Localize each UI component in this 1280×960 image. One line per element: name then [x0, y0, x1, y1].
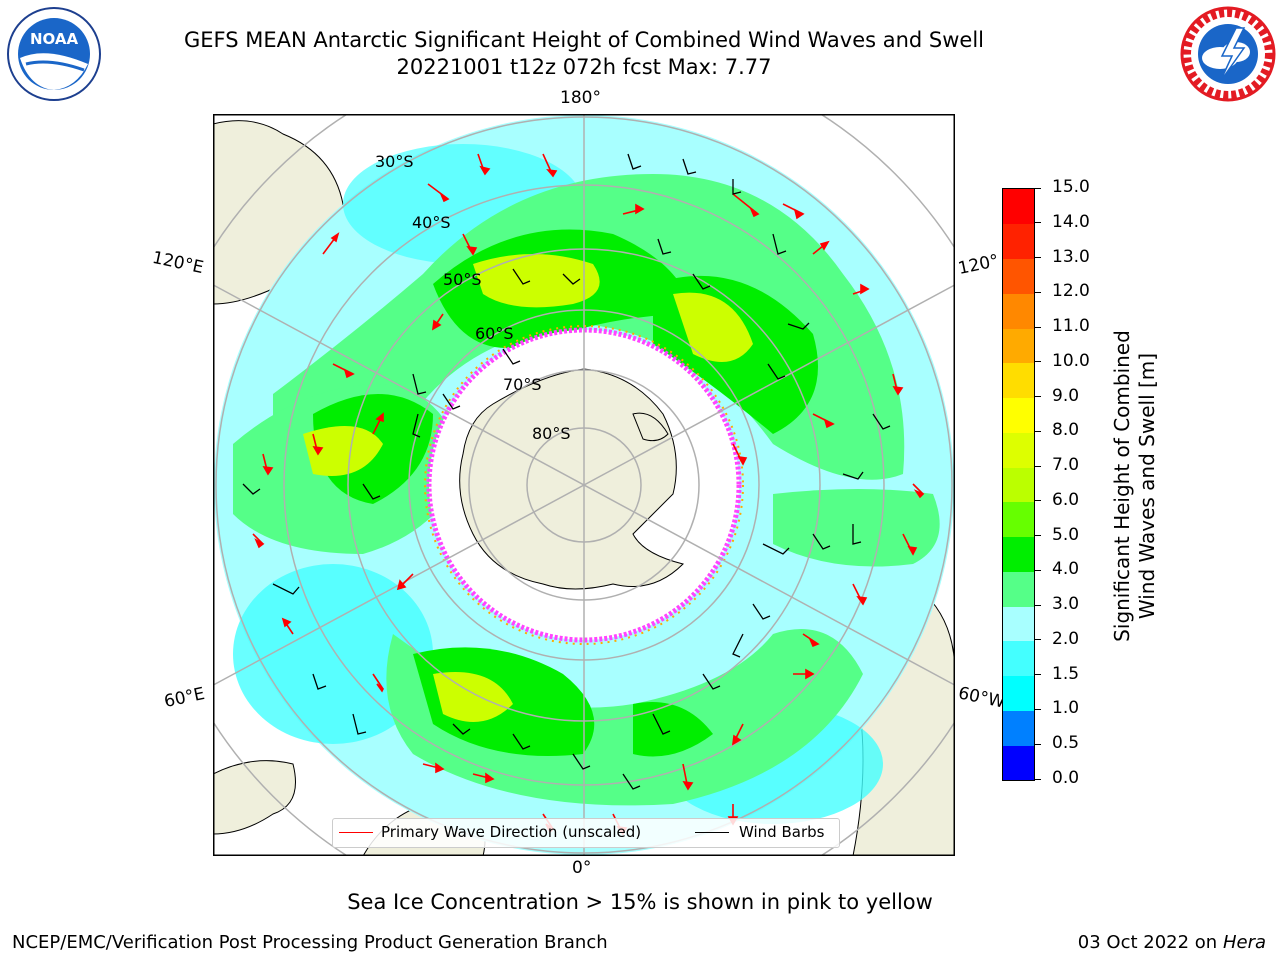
footer-date: 03 Oct 2022 on Hera [1078, 932, 1266, 953]
colorbar-tick-mark [1034, 500, 1041, 502]
colorbar-tick-mark [1034, 569, 1041, 571]
colorbar-segment [1003, 536, 1034, 572]
colorbar-segment [1003, 189, 1034, 225]
colorbar-tick-mark [1034, 257, 1041, 259]
colorbar-segment [1003, 328, 1034, 364]
wave-arrows [252, 153, 925, 836]
colorbar-segment [1003, 258, 1034, 294]
lat-label-80s: 80°S [532, 424, 571, 443]
colorbar-tick-label: 4.0 [1052, 559, 1080, 580]
colorbar-segment [1003, 293, 1034, 329]
colorbar-segment [1003, 571, 1034, 607]
colorbar-title-line1: Significant Height of Combined [1110, 330, 1134, 642]
map-subtitle: 20221001 t12z 072h fcst Max: 7.77 [396, 55, 772, 79]
noaa-logo: NOAA [7, 7, 101, 101]
colorbar-tick-label: 3.0 [1052, 594, 1080, 615]
lat-label-60s: 60°S [475, 324, 514, 343]
colorbar-tick-mark [1034, 465, 1041, 467]
colorbar-tick-mark [1034, 604, 1041, 606]
colorbar-segment [1003, 606, 1034, 642]
lon-label-180: 180° [560, 88, 601, 108]
lon-label-60w: 60°W [956, 683, 1007, 713]
colorbar-tick-mark [1034, 674, 1041, 676]
colorbar-title: Significant Height of Combined Wind Wave… [1110, 286, 1160, 686]
colorbar-tick-label: 2.0 [1052, 628, 1080, 649]
lon-label-60e: 60°E [162, 683, 207, 713]
legend-swatch-barb [695, 832, 729, 833]
colorbar-tick-label: 7.0 [1052, 455, 1080, 476]
colorbar-tick-label: 10.0 [1052, 350, 1090, 371]
colorbar-tick-label: 5.0 [1052, 524, 1080, 545]
lon-label-120w: 120° [956, 250, 1001, 280]
colorbar [1002, 188, 1035, 781]
colorbar-segment [1003, 362, 1034, 399]
colorbar-segment [1003, 640, 1034, 677]
colorbar-tick-label: 8.0 [1052, 420, 1080, 441]
colorbar-segment [1003, 675, 1034, 711]
land-africa [213, 760, 296, 835]
legend-label-barb: Wind Barbs [739, 823, 825, 841]
lon-label-120e: 120°E [150, 247, 206, 279]
colorbar-tick-label: 0.5 [1052, 733, 1080, 754]
map-title: GEFS MEAN Antarctic Significant Height o… [183, 28, 985, 52]
sea-ice-note: Sea Ice Concentration > 15% is shown in … [347, 890, 933, 914]
wind-barbs [242, 153, 891, 790]
colorbar-tick-label: 9.0 [1052, 385, 1080, 406]
colorbar-tick-label: 14.0 [1052, 211, 1090, 232]
footer-date-text: 03 Oct 2022 on [1077, 932, 1223, 953]
colorbar-segment [1003, 501, 1034, 538]
colorbar-segment [1003, 710, 1034, 746]
colorbar-tick-mark [1034, 430, 1041, 432]
svg-text:NOAA: NOAA [30, 30, 79, 48]
colorbar-title-line2: Wind Waves and Swell [m] [1135, 352, 1159, 620]
lat-label-30s: 30°S [375, 152, 414, 171]
polar-map [213, 114, 955, 856]
colorbar-tick-label: 0.0 [1052, 768, 1080, 788]
colorbar-tick-mark [1034, 396, 1041, 398]
colorbar-tick-label: 6.0 [1052, 489, 1080, 510]
colorbar-tick-label: 12.0 [1052, 281, 1090, 302]
colorbar-tick-label: 1.0 [1052, 698, 1080, 719]
colorbar-tick-mark [1034, 535, 1041, 537]
colorbar-tick-mark [1034, 708, 1041, 710]
colorbar-tick-mark [1034, 222, 1041, 224]
colorbar-segment [1003, 745, 1034, 781]
colorbar-tick-label: 15.0 [1052, 177, 1090, 197]
colorbar-tick-mark [1034, 326, 1041, 328]
land-antarctic-peninsula [632, 412, 669, 442]
colorbar-tick-mark [1034, 361, 1041, 363]
footer-host: Hera [1222, 932, 1266, 953]
colorbar-tick-mark [1034, 187, 1041, 189]
colorbar-segment [1003, 432, 1034, 468]
colorbar-tick-mark [1034, 291, 1041, 293]
colorbar-segment [1003, 467, 1034, 503]
footer-credit: NCEP/EMC/Verification Post Processing Pr… [12, 932, 608, 953]
map-legend: Primary Wave Direction (unscaled) Wind B… [332, 818, 840, 848]
colorbar-tick-mark [1034, 743, 1041, 745]
colorbar-segment [1003, 397, 1034, 433]
lat-label-50s: 50°S [443, 270, 482, 289]
nws-logo [1180, 6, 1276, 102]
legend-swatch-wave [339, 832, 373, 833]
colorbar-segment [1003, 223, 1034, 259]
lat-label-40s: 40°S [412, 213, 451, 232]
colorbar-tick-label: 11.0 [1052, 316, 1090, 337]
colorbar-tick-label: 13.0 [1052, 246, 1090, 267]
colorbar-tick-mark [1034, 778, 1041, 780]
lon-label-0: 0° [572, 858, 592, 878]
lat-label-70s: 70°S [503, 375, 542, 394]
colorbar-tick-mark [1034, 639, 1041, 641]
legend-label-wave: Primary Wave Direction (unscaled) [381, 823, 642, 841]
colorbar-tick-label: 1.5 [1052, 663, 1080, 684]
